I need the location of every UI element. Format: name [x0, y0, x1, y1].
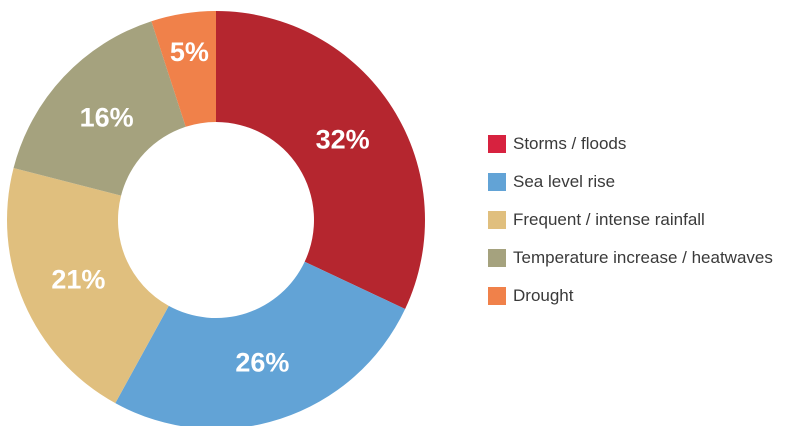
- slice-heatwaves: [13, 21, 186, 196]
- donut-chart: 32% 26% 21% 16% 5%: [7, 11, 425, 426]
- slice-sea-level-rise: [115, 261, 406, 426]
- legend-item-heatwaves: Temperature increase / heatwaves: [488, 248, 773, 267]
- legend-label-sea-level-rise: Sea level rise: [513, 171, 616, 191]
- legend-swatch-heatwaves: [488, 248, 506, 267]
- legend-swatch-rainfall: [488, 210, 506, 229]
- legend: Storms / floods Sea level rise Frequent …: [488, 134, 773, 324]
- legend-label-drought: Drought: [513, 285, 574, 305]
- legend-label-heatwaves: Temperature increase / heatwaves: [513, 247, 773, 267]
- slice-label-sea-level-rise: 26%: [235, 348, 289, 378]
- legend-label-rainfall: Frequent / intense rainfall: [513, 209, 705, 229]
- slice-label-drought: 5%: [170, 37, 209, 67]
- slice-label-storms-floods: 32%: [316, 125, 370, 155]
- legend-item-drought: Drought: [488, 286, 773, 305]
- legend-item-rainfall: Frequent / intense rainfall: [488, 210, 773, 229]
- legend-swatch-sea-level-rise: [488, 172, 506, 191]
- slices-group: [7, 11, 425, 426]
- slice-rainfall: [7, 168, 169, 404]
- legend-item-storms-floods: Storms / floods: [488, 134, 773, 153]
- slice-labels-group: 32% 26% 21% 16% 5%: [51, 37, 369, 378]
- slice-drought: [151, 11, 216, 127]
- slice-label-heatwaves: 16%: [80, 102, 134, 132]
- slice-label-rainfall: 21%: [51, 265, 105, 295]
- legend-swatch-drought: [488, 286, 506, 305]
- legend-item-sea-level-rise: Sea level rise: [488, 172, 773, 191]
- legend-swatch-storms-floods: [488, 134, 506, 153]
- legend-label-storms-floods: Storms / floods: [513, 133, 627, 153]
- slice-storms-floods: [216, 11, 425, 309]
